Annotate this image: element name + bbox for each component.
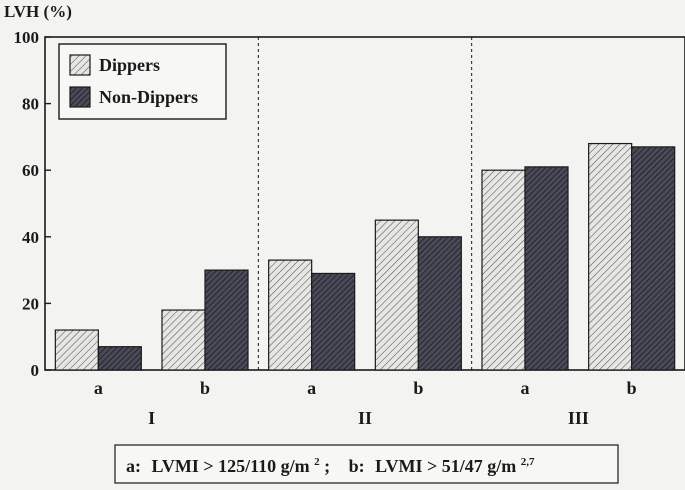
- legend: Dippers Non-Dippers: [58, 43, 227, 120]
- y-tick-label: 40: [22, 228, 39, 247]
- bar-non-dippers-3: [311, 272, 356, 371]
- group-label: I: [148, 408, 155, 428]
- y-tick-label: 0: [31, 361, 40, 380]
- x-category-label: a: [307, 378, 316, 398]
- x-category-label: b: [627, 378, 637, 398]
- legend-swatch-non-dippers: [69, 86, 91, 108]
- footnote-b-sup: 2,7: [521, 456, 535, 468]
- bar-non-dippers-5: [524, 166, 569, 371]
- footnote-a-end: ;: [324, 456, 330, 476]
- x-category-label: a: [521, 378, 530, 398]
- group-labels: I II III: [148, 408, 589, 428]
- footnote-a-label: a:: [126, 456, 141, 476]
- group-label: II: [358, 408, 372, 428]
- footnote-b-label: b:: [349, 456, 365, 476]
- group-label: III: [568, 408, 589, 428]
- x-category-label: b: [413, 378, 423, 398]
- legend-swatch-dippers: [69, 54, 91, 76]
- bars: [54, 142, 676, 371]
- y-tick-label: 20: [22, 294, 39, 313]
- bar-dippers-6: [588, 142, 633, 371]
- bar-dippers-5: [481, 169, 526, 371]
- footnote-frame: [114, 444, 619, 484]
- y-axis-label: LVH (%): [4, 2, 72, 21]
- y-tick-label: 100: [14, 28, 40, 47]
- y-tick-label: 80: [22, 95, 39, 114]
- bar-non-dippers-4: [417, 236, 462, 371]
- bar-non-dippers-1: [97, 346, 142, 371]
- plot-frame: [44, 36, 685, 371]
- x-category-label: b: [200, 378, 210, 398]
- bar-non-dippers-2: [204, 269, 249, 371]
- bar-dippers-3: [268, 259, 313, 371]
- footnote-b-text: LVMI > 51/47 g/m: [375, 456, 516, 476]
- footnote-a-sup: 2: [314, 456, 320, 468]
- legend-label-non-dippers: Non-Dippers: [99, 87, 198, 107]
- legend-label-dippers: Dippers: [99, 55, 160, 75]
- y-tick-label: 60: [22, 161, 39, 180]
- x-category-label: a: [94, 378, 103, 398]
- footnote: a: LVMI > 125/110 g/m 2 ; b: LVMI > 51/4…: [114, 444, 619, 484]
- footnote-text: a: LVMI > 125/110 g/m 2 ; b: LVMI > 51/4…: [126, 449, 535, 476]
- bar-dippers-1: [54, 329, 99, 371]
- bar-non-dippers-6: [631, 146, 676, 371]
- bar-dippers-4: [374, 219, 419, 371]
- footnote-a-text: LVMI > 125/110 g/m: [152, 456, 310, 476]
- group-separators: [257, 37, 473, 370]
- bar-dippers-2: [161, 309, 206, 371]
